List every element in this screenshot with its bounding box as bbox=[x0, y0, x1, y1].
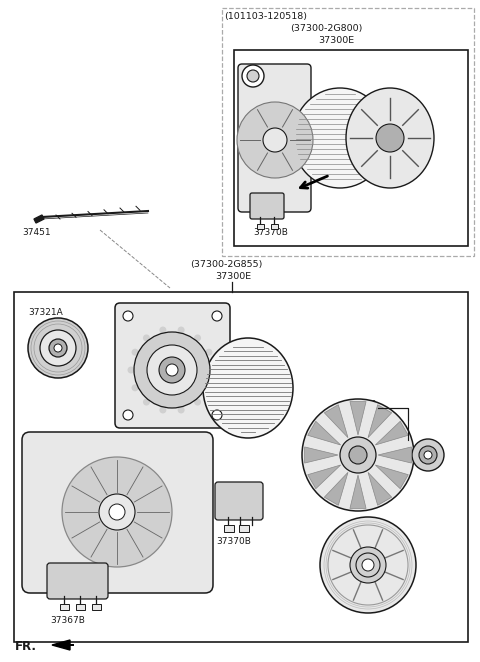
Text: (101103-120518): (101103-120518) bbox=[224, 12, 307, 21]
Bar bbox=[239, 525, 249, 532]
Circle shape bbox=[242, 65, 264, 87]
Text: 37370B: 37370B bbox=[253, 228, 288, 237]
Circle shape bbox=[212, 410, 222, 420]
Polygon shape bbox=[368, 404, 392, 438]
Circle shape bbox=[159, 357, 185, 383]
Circle shape bbox=[212, 311, 222, 321]
Circle shape bbox=[166, 364, 178, 376]
Polygon shape bbox=[308, 421, 341, 445]
Circle shape bbox=[349, 446, 367, 464]
Circle shape bbox=[49, 339, 67, 357]
Text: 37321A: 37321A bbox=[28, 308, 63, 317]
Polygon shape bbox=[324, 404, 348, 438]
Bar bbox=[92, 604, 101, 610]
Polygon shape bbox=[350, 402, 366, 435]
Circle shape bbox=[205, 349, 213, 355]
Circle shape bbox=[40, 330, 76, 366]
Circle shape bbox=[356, 553, 380, 577]
Text: FR.: FR. bbox=[15, 640, 37, 653]
Circle shape bbox=[143, 399, 150, 406]
Circle shape bbox=[147, 345, 197, 395]
Text: 37300E: 37300E bbox=[215, 272, 251, 281]
Circle shape bbox=[134, 332, 210, 408]
Bar bbox=[14, 292, 468, 642]
Circle shape bbox=[123, 311, 133, 321]
Circle shape bbox=[143, 334, 150, 342]
Circle shape bbox=[109, 504, 125, 520]
Circle shape bbox=[99, 494, 135, 530]
Bar bbox=[76, 604, 85, 610]
Ellipse shape bbox=[346, 88, 434, 188]
FancyBboxPatch shape bbox=[115, 303, 230, 428]
Ellipse shape bbox=[203, 338, 293, 438]
Circle shape bbox=[159, 326, 167, 334]
Bar bbox=[271, 224, 278, 229]
FancyBboxPatch shape bbox=[215, 482, 263, 520]
Circle shape bbox=[237, 102, 313, 178]
Circle shape bbox=[209, 367, 216, 373]
Bar bbox=[60, 604, 69, 610]
Text: (37300-2G800): (37300-2G800) bbox=[290, 24, 362, 33]
Text: 37370B: 37370B bbox=[216, 537, 251, 546]
Text: 37325: 37325 bbox=[241, 155, 270, 164]
Text: (37300-2G855): (37300-2G855) bbox=[190, 260, 263, 269]
Circle shape bbox=[159, 406, 167, 414]
Text: 37300E: 37300E bbox=[318, 36, 354, 45]
Ellipse shape bbox=[292, 88, 387, 188]
Text: 37451: 37451 bbox=[22, 228, 50, 237]
Polygon shape bbox=[34, 215, 44, 223]
Bar bbox=[257, 224, 264, 229]
Circle shape bbox=[194, 334, 201, 342]
Circle shape bbox=[28, 318, 88, 378]
Circle shape bbox=[302, 399, 414, 511]
Polygon shape bbox=[305, 447, 338, 463]
Circle shape bbox=[128, 367, 134, 373]
Circle shape bbox=[340, 437, 376, 473]
Circle shape bbox=[132, 349, 139, 355]
Bar bbox=[234, 50, 468, 246]
FancyBboxPatch shape bbox=[22, 432, 213, 593]
Circle shape bbox=[54, 344, 62, 352]
Circle shape bbox=[412, 439, 444, 471]
Polygon shape bbox=[350, 475, 366, 508]
Circle shape bbox=[194, 399, 201, 406]
Bar bbox=[224, 525, 234, 532]
Circle shape bbox=[263, 128, 287, 152]
Circle shape bbox=[362, 559, 374, 571]
Polygon shape bbox=[324, 472, 348, 505]
FancyArrow shape bbox=[52, 640, 74, 650]
Polygon shape bbox=[375, 465, 408, 489]
Text: 37367B: 37367B bbox=[50, 616, 85, 625]
Circle shape bbox=[376, 124, 404, 152]
Circle shape bbox=[419, 446, 437, 464]
Bar bbox=[222, 8, 474, 256]
Circle shape bbox=[205, 384, 213, 391]
Circle shape bbox=[247, 70, 259, 82]
Circle shape bbox=[178, 326, 185, 334]
Polygon shape bbox=[378, 447, 411, 463]
Circle shape bbox=[62, 457, 172, 567]
Circle shape bbox=[132, 384, 139, 391]
FancyBboxPatch shape bbox=[47, 563, 108, 599]
Polygon shape bbox=[308, 465, 341, 489]
FancyBboxPatch shape bbox=[238, 64, 311, 212]
Polygon shape bbox=[368, 472, 392, 505]
Circle shape bbox=[424, 451, 432, 459]
Text: 37340: 37340 bbox=[348, 400, 377, 409]
Circle shape bbox=[350, 547, 386, 583]
Circle shape bbox=[123, 410, 133, 420]
Circle shape bbox=[320, 517, 416, 613]
Circle shape bbox=[178, 406, 185, 414]
FancyBboxPatch shape bbox=[250, 193, 284, 219]
Polygon shape bbox=[375, 421, 408, 445]
